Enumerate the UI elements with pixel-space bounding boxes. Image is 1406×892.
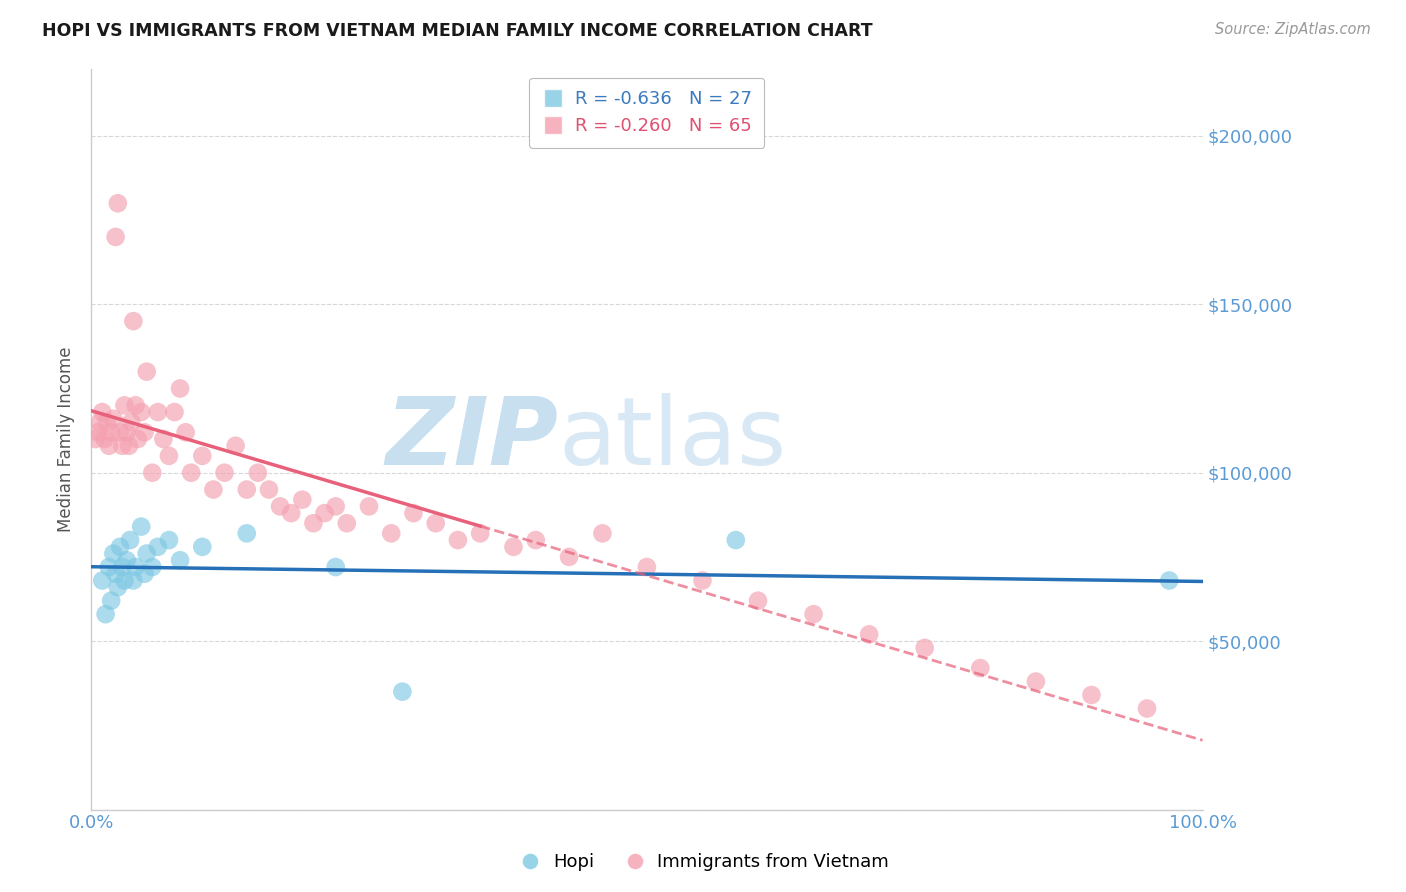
Point xyxy=(129,405,152,419)
Point xyxy=(425,516,447,531)
Point xyxy=(94,607,117,622)
Point xyxy=(124,560,146,574)
Point xyxy=(558,549,581,564)
Point xyxy=(1159,574,1181,588)
Point xyxy=(336,516,359,531)
Point xyxy=(724,533,747,547)
Point xyxy=(152,432,174,446)
Point xyxy=(134,425,156,440)
Point xyxy=(524,533,547,547)
Point xyxy=(108,425,131,440)
Point xyxy=(174,425,197,440)
Point xyxy=(89,415,111,429)
Point xyxy=(747,593,769,607)
Point xyxy=(803,607,825,622)
Point xyxy=(135,547,157,561)
Point xyxy=(225,439,247,453)
Point xyxy=(97,560,120,574)
Point xyxy=(114,574,136,588)
Point xyxy=(91,574,114,588)
Point xyxy=(157,533,180,547)
Point xyxy=(141,466,163,480)
Point xyxy=(108,540,131,554)
Point xyxy=(114,398,136,412)
Point xyxy=(100,425,122,440)
Point xyxy=(202,483,225,497)
Point xyxy=(914,640,936,655)
Point xyxy=(402,506,425,520)
Point xyxy=(447,533,470,547)
Point xyxy=(111,439,134,453)
Point xyxy=(191,449,214,463)
Point xyxy=(127,432,149,446)
Point xyxy=(141,560,163,574)
Point xyxy=(314,506,336,520)
Point xyxy=(169,553,191,567)
Point xyxy=(380,526,402,541)
Point xyxy=(391,684,413,698)
Point xyxy=(118,533,141,547)
Point xyxy=(100,593,122,607)
Point xyxy=(858,627,880,641)
Point xyxy=(157,449,180,463)
Point xyxy=(502,540,524,554)
Point xyxy=(1080,688,1102,702)
Point xyxy=(93,432,115,446)
Point xyxy=(280,506,302,520)
Point xyxy=(122,574,145,588)
Point xyxy=(470,526,492,541)
Point xyxy=(122,314,145,328)
Point xyxy=(124,398,146,412)
Point xyxy=(103,412,125,426)
Point xyxy=(236,483,259,497)
Point xyxy=(146,405,169,419)
Point xyxy=(269,500,291,514)
Y-axis label: Median Family Income: Median Family Income xyxy=(58,346,75,532)
Point xyxy=(118,439,141,453)
Point xyxy=(135,365,157,379)
Point xyxy=(692,574,714,588)
Point xyxy=(591,526,613,541)
Point xyxy=(1136,701,1159,715)
Point xyxy=(236,526,259,541)
Point xyxy=(146,540,169,554)
Text: atlas: atlas xyxy=(558,393,786,485)
Point xyxy=(84,432,107,446)
Legend: Hopi, Immigrants from Vietnam: Hopi, Immigrants from Vietnam xyxy=(510,847,896,879)
Text: HOPI VS IMMIGRANTS FROM VIETNAM MEDIAN FAMILY INCOME CORRELATION CHART: HOPI VS IMMIGRANTS FROM VIETNAM MEDIAN F… xyxy=(42,22,873,40)
Point xyxy=(969,661,991,675)
Point xyxy=(103,547,125,561)
Point xyxy=(291,492,314,507)
Text: Source: ZipAtlas.com: Source: ZipAtlas.com xyxy=(1215,22,1371,37)
Point xyxy=(97,439,120,453)
Point xyxy=(1025,674,1047,689)
Point xyxy=(87,425,110,440)
Point xyxy=(257,483,280,497)
Point xyxy=(115,553,138,567)
Point xyxy=(191,540,214,554)
Point xyxy=(302,516,325,531)
Point xyxy=(357,500,380,514)
Point xyxy=(180,466,202,480)
Point xyxy=(129,519,152,533)
Point xyxy=(163,405,186,419)
Point xyxy=(115,425,138,440)
Point xyxy=(111,560,134,574)
Point xyxy=(134,566,156,581)
Point xyxy=(104,230,127,244)
Legend: R = -0.636   N = 27, R = -0.260   N = 65: R = -0.636 N = 27, R = -0.260 N = 65 xyxy=(530,78,765,148)
Point xyxy=(325,500,347,514)
Text: ZIP: ZIP xyxy=(385,393,558,485)
Point xyxy=(214,466,236,480)
Point xyxy=(120,415,142,429)
Point xyxy=(246,466,269,480)
Point xyxy=(325,560,347,574)
Point xyxy=(91,405,114,419)
Point xyxy=(107,196,129,211)
Point xyxy=(636,560,658,574)
Point xyxy=(104,566,127,581)
Point xyxy=(96,415,118,429)
Point xyxy=(169,382,191,396)
Point xyxy=(107,580,129,594)
